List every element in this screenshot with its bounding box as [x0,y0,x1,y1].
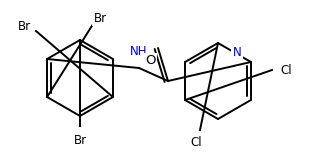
Text: Br: Br [17,20,31,32]
Text: Br: Br [74,134,87,146]
Text: Cl: Cl [190,136,202,149]
Text: Br: Br [93,12,107,24]
Text: NH: NH [130,45,148,58]
Text: O: O [145,54,155,67]
Text: N: N [233,46,241,59]
Text: Cl: Cl [280,63,292,76]
